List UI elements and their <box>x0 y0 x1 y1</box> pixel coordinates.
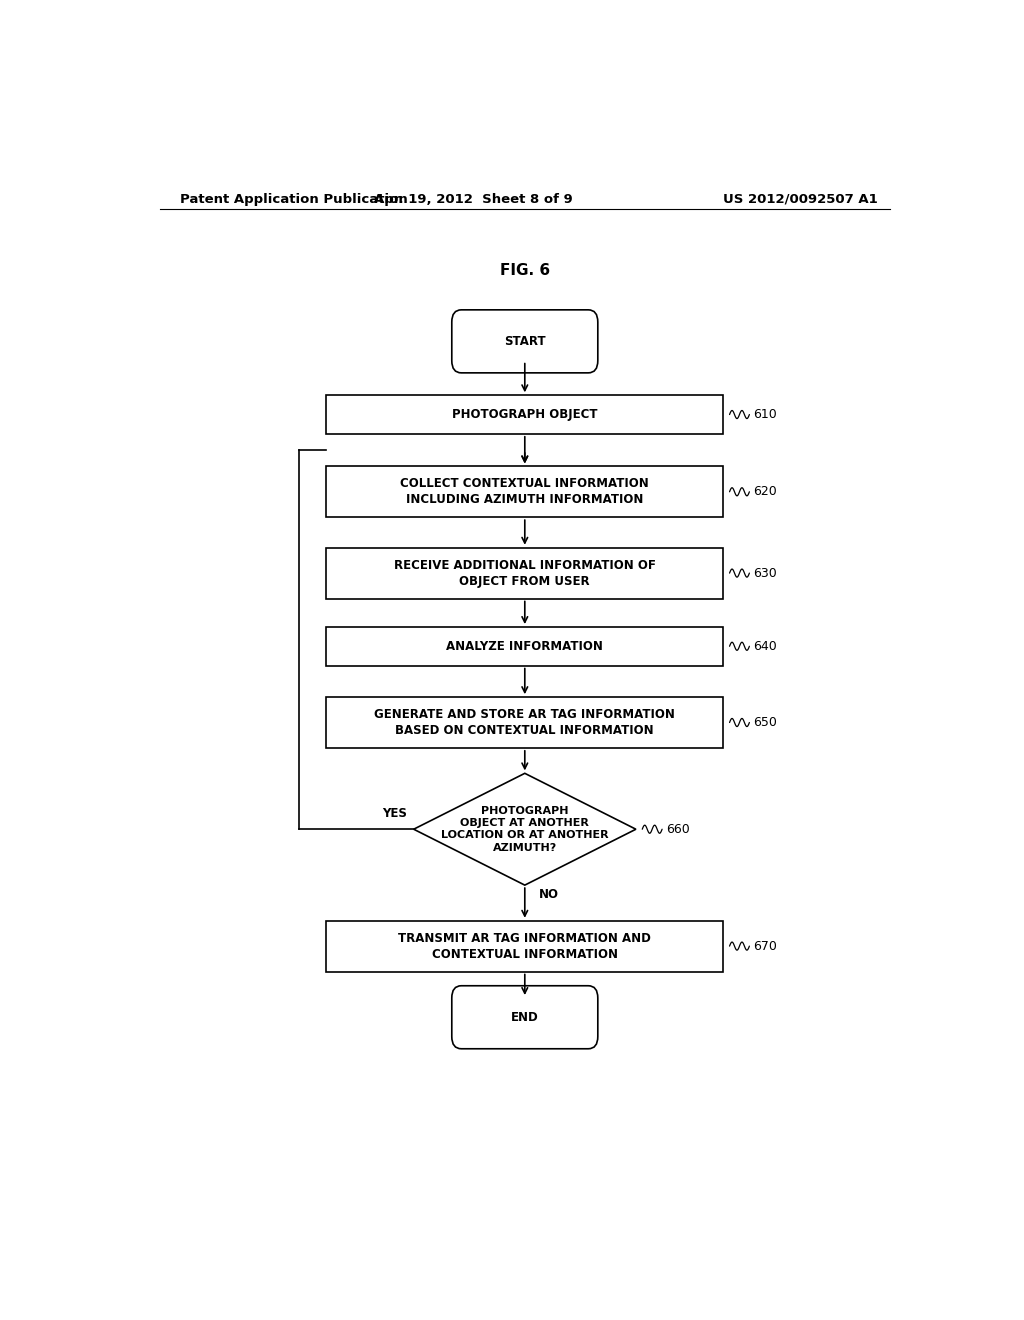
Text: 620: 620 <box>754 486 777 498</box>
Text: TRANSMIT AR TAG INFORMATION AND
CONTEXTUAL INFORMATION: TRANSMIT AR TAG INFORMATION AND CONTEXTU… <box>398 932 651 961</box>
Text: START: START <box>504 335 546 348</box>
Text: Apr. 19, 2012  Sheet 8 of 9: Apr. 19, 2012 Sheet 8 of 9 <box>374 193 572 206</box>
Text: YES: YES <box>383 808 408 821</box>
Bar <box>327 548 723 598</box>
Text: 630: 630 <box>754 566 777 579</box>
Bar <box>327 697 723 748</box>
FancyBboxPatch shape <box>452 310 598 372</box>
Text: NO: NO <box>539 888 559 902</box>
Text: 670: 670 <box>754 940 777 953</box>
FancyBboxPatch shape <box>452 986 598 1049</box>
Text: 650: 650 <box>754 715 777 729</box>
Text: COLLECT CONTEXTUAL INFORMATION
INCLUDING AZIMUTH INFORMATION: COLLECT CONTEXTUAL INFORMATION INCLUDING… <box>400 478 649 507</box>
Bar <box>327 466 723 517</box>
Text: PHOTOGRAPH
OBJECT AT ANOTHER
LOCATION OR AT ANOTHER
AZIMUTH?: PHOTOGRAPH OBJECT AT ANOTHER LOCATION OR… <box>441 805 608 853</box>
Text: 660: 660 <box>666 822 690 836</box>
Text: GENERATE AND STORE AR TAG INFORMATION
BASED ON CONTEXTUAL INFORMATION: GENERATE AND STORE AR TAG INFORMATION BA… <box>375 708 675 737</box>
Text: 640: 640 <box>754 640 777 653</box>
Text: PHOTOGRAPH OBJECT: PHOTOGRAPH OBJECT <box>452 408 598 421</box>
Text: 610: 610 <box>754 408 777 421</box>
Text: END: END <box>511 1011 539 1024</box>
Text: FIG. 6: FIG. 6 <box>500 263 550 277</box>
Bar <box>327 627 723 665</box>
Text: ANALYZE INFORMATION: ANALYZE INFORMATION <box>446 640 603 653</box>
Text: Patent Application Publication: Patent Application Publication <box>179 193 408 206</box>
Text: US 2012/0092507 A1: US 2012/0092507 A1 <box>723 193 878 206</box>
Text: RECEIVE ADDITIONAL INFORMATION OF
OBJECT FROM USER: RECEIVE ADDITIONAL INFORMATION OF OBJECT… <box>394 558 655 587</box>
Bar <box>327 395 723 434</box>
Polygon shape <box>414 774 636 886</box>
Bar <box>327 921 723 972</box>
